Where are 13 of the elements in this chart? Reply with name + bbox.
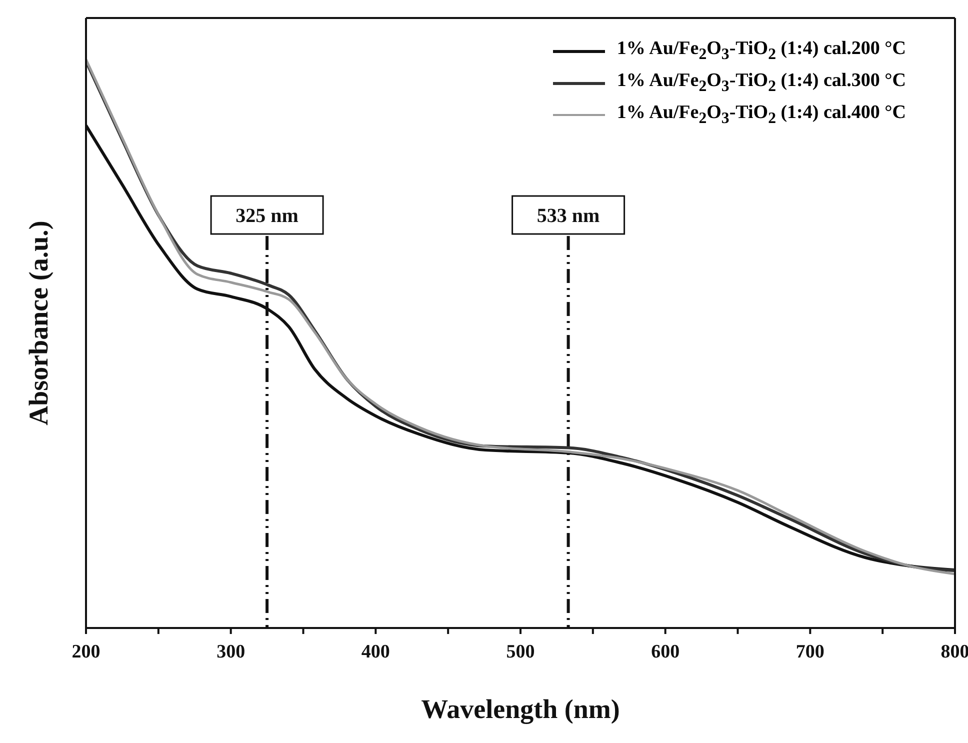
x-tick-label: 600	[651, 641, 680, 662]
ref-line-label: 533 nm	[536, 205, 600, 227]
ref-line-label: 325 nm	[236, 205, 299, 227]
x-tick-label: 300	[216, 641, 246, 662]
x-axis-title: Wavelength (nm)	[421, 694, 620, 724]
legend-label: 1% Au/Fe$_{2}$O$_{3}$-TiO$_{2}$ (1:4) cal.400 °C	[616, 102, 906, 128]
legend-label: 1% Au/Fe$_{2}$O$_{3}$-TiO$_{2}$ (1:4) cal.200 °C	[616, 38, 906, 64]
x-tick-label: 700	[796, 641, 824, 662]
legend-label: 1% Au/Fe$_{2}$O$_{3}$-TiO$_{2}$ (1:4) cal.300 °C	[616, 70, 906, 96]
x-tick-label: 400	[361, 641, 390, 662]
y-axis-title: Absorbance (a.u.)	[24, 220, 54, 426]
x-tick-label: 200	[72, 641, 100, 662]
x-tick-label: 500	[506, 641, 535, 662]
